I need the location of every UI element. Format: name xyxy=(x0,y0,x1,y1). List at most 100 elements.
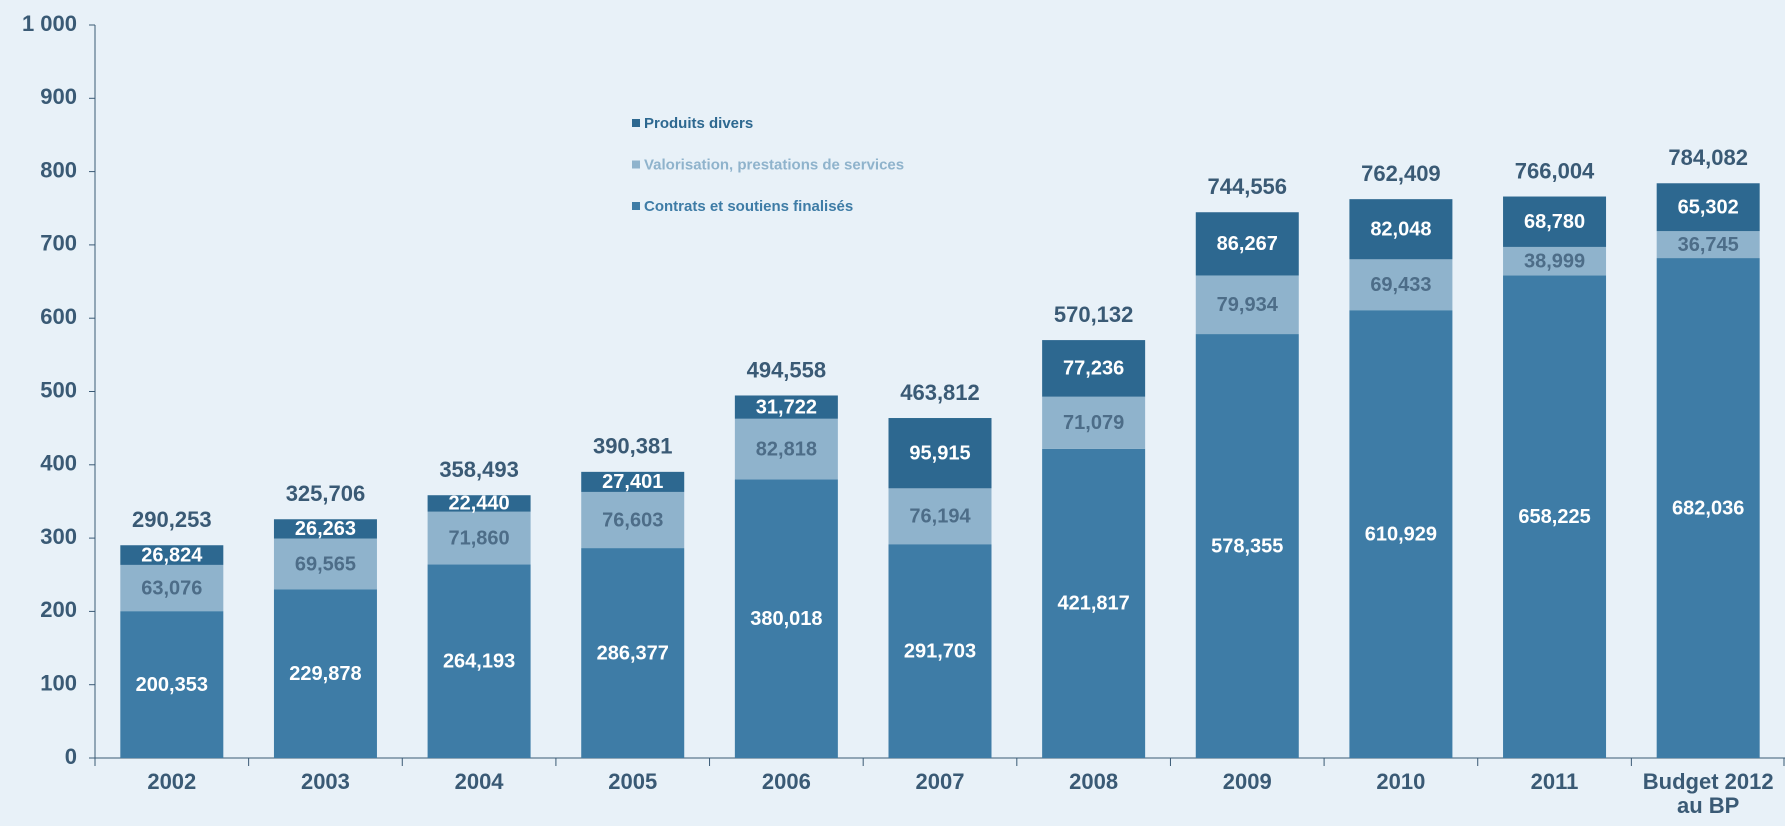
bar-segment xyxy=(1656,258,1760,758)
value-label: 610,929 xyxy=(1365,523,1437,545)
bar-segment xyxy=(1195,212,1299,276)
value-label: 380,018 xyxy=(750,608,822,630)
x-tick-label: 2004 xyxy=(454,770,504,794)
value-label: 31,722 xyxy=(756,396,817,418)
value-label: 69,565 xyxy=(295,553,356,575)
value-label: 86,267 xyxy=(1217,233,1278,255)
value-label: 26,824 xyxy=(141,544,203,566)
x-tick-label-box: 2011 xyxy=(1530,770,1579,794)
total-label: 766,004 xyxy=(1515,158,1595,183)
value-label: 26,263 xyxy=(295,518,356,540)
total-label: 358,493 xyxy=(439,457,519,482)
value-label: 421,817 xyxy=(1057,593,1129,615)
value-label: 82,818 xyxy=(756,438,817,460)
x-tick-label-box: 2007 xyxy=(915,770,965,794)
bar-segment xyxy=(581,548,685,758)
y-tick-label: 700 xyxy=(40,231,77,256)
value-label: 71,860 xyxy=(449,527,510,549)
total-label: 290,253 xyxy=(132,507,212,532)
value-label: 27,401 xyxy=(602,471,663,493)
total-label: 463,812 xyxy=(900,380,980,405)
value-label: 578,355 xyxy=(1211,535,1283,557)
total-label: 762,409 xyxy=(1361,161,1441,186)
bar-segment xyxy=(1656,231,1760,259)
value-label: 264,193 xyxy=(443,650,515,672)
x-tick-label-box: 2006 xyxy=(761,770,811,794)
x-tick-label: 2010 xyxy=(1376,770,1426,794)
x-tick-label-box: 2010 xyxy=(1376,770,1426,794)
bar-segment xyxy=(1042,448,1146,758)
y-tick-label: 100 xyxy=(40,671,77,696)
legend-label: Contrats et soutiens finalisés xyxy=(644,198,853,215)
value-label: 658,225 xyxy=(1518,506,1590,528)
bar-segment xyxy=(427,564,531,758)
bar-segment xyxy=(1349,259,1453,311)
value-label: 76,194 xyxy=(909,506,971,528)
value-label: 229,878 xyxy=(289,663,361,685)
total-label: 570,132 xyxy=(1054,302,1134,327)
value-label: 76,603 xyxy=(602,509,663,531)
bar-segment xyxy=(1042,340,1146,397)
value-label: 68,780 xyxy=(1524,211,1585,233)
legend-swatch xyxy=(632,202,640,210)
value-label: 95,915 xyxy=(909,442,970,464)
value-label: 69,433 xyxy=(1370,274,1431,296)
x-tick-label: 2007 xyxy=(915,770,965,794)
x-tick-label: 2011 xyxy=(1530,770,1579,794)
value-label: 82,048 xyxy=(1370,219,1431,241)
total-label: 744,556 xyxy=(1208,174,1288,199)
total-label: 390,381 xyxy=(593,434,673,459)
value-label: 22,440 xyxy=(449,493,510,515)
bar-segment xyxy=(1042,396,1146,449)
value-label: 291,703 xyxy=(904,640,976,662)
legend-label: Valorisation, prestations de services xyxy=(644,156,904,173)
bar-segment xyxy=(1195,275,1299,335)
x-tick-label: 2003 xyxy=(300,770,350,794)
bar-segment xyxy=(888,418,992,489)
bar-segment xyxy=(1503,196,1607,247)
legend-swatch xyxy=(632,119,640,127)
x-tick-label-box: 2009 xyxy=(1223,770,1272,794)
bar-segment xyxy=(1349,199,1453,260)
value-label: 682,036 xyxy=(1672,497,1744,519)
x-tick-label-box: Budget 2012 au BP xyxy=(1642,770,1774,818)
legend-swatch xyxy=(632,160,640,169)
value-label: 200,353 xyxy=(136,674,208,696)
x-tick-label-box: 2005 xyxy=(608,770,658,794)
bar-segment xyxy=(734,395,838,419)
x-tick-label: 2005 xyxy=(608,770,658,794)
value-label: 79,934 xyxy=(1217,294,1279,316)
y-tick-label: 800 xyxy=(40,157,77,182)
y-tick-label: 1 000 xyxy=(22,11,77,36)
value-label: 77,236 xyxy=(1063,358,1124,380)
value-label: 286,377 xyxy=(597,642,669,664)
x-tick-label-box: 2004 xyxy=(454,770,504,794)
y-tick-label: 500 xyxy=(40,377,77,402)
y-tick-label: 600 xyxy=(40,304,77,329)
x-tick-label-box: 2002 xyxy=(147,770,197,794)
total-label: 494,558 xyxy=(747,357,827,382)
x-tick-label-box: 2008 xyxy=(1069,770,1118,794)
bar-segment xyxy=(1349,310,1453,758)
value-label: 38,999 xyxy=(1524,251,1585,273)
bar-segment xyxy=(581,491,685,549)
y-tick-label: 400 xyxy=(40,451,77,476)
bar-segment xyxy=(1195,334,1299,758)
value-label: 65,302 xyxy=(1678,196,1739,218)
bar-segment xyxy=(120,564,224,612)
bar-segment xyxy=(1503,275,1607,758)
bar-segment xyxy=(427,495,531,512)
y-tick-label: 300 xyxy=(40,524,77,549)
value-label: 63,076 xyxy=(141,577,202,599)
x-tick-label: Budget 2012 au BP xyxy=(1642,770,1774,818)
bar-segment xyxy=(273,538,377,590)
x-tick-label-box: 2003 xyxy=(300,770,350,794)
bar-segment xyxy=(734,418,838,480)
x-tick-label: 2002 xyxy=(147,770,197,794)
total-label: 784,082 xyxy=(1668,145,1748,170)
x-tick-label: 2006 xyxy=(761,770,811,794)
bar-segment xyxy=(734,479,838,758)
total-label: 325,706 xyxy=(286,481,366,506)
bar-segment xyxy=(120,545,224,565)
